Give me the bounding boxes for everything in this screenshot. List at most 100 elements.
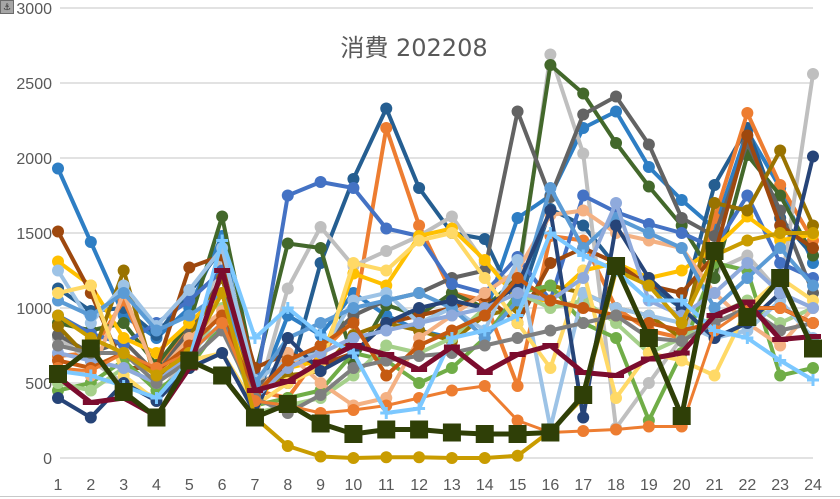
data-point[interactable] — [804, 339, 822, 358]
data-point[interactable] — [577, 219, 590, 232]
data-point[interactable] — [675, 317, 688, 329]
data-point[interactable] — [741, 189, 754, 202]
data-point[interactable] — [281, 189, 294, 202]
data-point[interactable] — [84, 384, 97, 397]
data-point[interactable] — [544, 324, 557, 337]
data-point[interactable] — [413, 339, 426, 352]
data-point[interactable] — [380, 122, 393, 134]
data-point[interactable] — [708, 287, 721, 299]
data-point[interactable] — [445, 278, 458, 290]
data-point[interactable] — [150, 324, 163, 337]
data-point[interactable] — [52, 255, 64, 268]
data-point[interactable] — [413, 451, 426, 464]
data-point[interactable] — [577, 302, 590, 314]
data-point[interactable] — [411, 367, 428, 372]
data-point[interactable] — [281, 282, 294, 295]
data-point[interactable] — [544, 204, 557, 217]
data-point[interactable] — [642, 420, 655, 433]
data-point[interactable] — [478, 233, 491, 245]
data-point[interactable] — [84, 411, 97, 424]
data-point[interactable] — [511, 414, 524, 427]
data-point[interactable] — [577, 87, 590, 100]
data-point[interactable] — [541, 423, 560, 442]
data-point[interactable] — [147, 408, 166, 427]
data-point[interactable] — [347, 452, 360, 464]
data-point[interactable] — [183, 261, 196, 274]
data-point[interactable] — [708, 302, 721, 314]
data-point[interactable] — [347, 317, 360, 329]
data-point[interactable] — [675, 335, 688, 347]
data-point[interactable] — [478, 324, 491, 337]
data-point[interactable] — [445, 324, 458, 337]
data-point[interactable] — [708, 369, 721, 382]
data-point[interactable] — [577, 317, 590, 329]
data-point[interactable] — [347, 347, 360, 359]
data-point[interactable] — [577, 272, 590, 284]
data-point[interactable] — [544, 227, 557, 239]
data-point[interactable] — [478, 287, 491, 299]
data-point[interactable] — [344, 425, 363, 443]
data-point[interactable] — [608, 373, 625, 378]
data-point[interactable] — [610, 90, 623, 103]
data-point[interactable] — [642, 377, 655, 389]
data-point[interactable] — [216, 234, 229, 247]
data-point[interactable] — [81, 339, 100, 358]
data-point[interactable] — [84, 279, 97, 292]
data-point[interactable] — [511, 449, 524, 462]
data-point[interactable] — [278, 395, 297, 413]
data-point[interactable] — [410, 420, 429, 439]
data-point[interactable] — [610, 309, 623, 322]
data-point[interactable] — [610, 219, 623, 232]
data-point[interactable] — [741, 204, 754, 217]
data-point[interactable] — [774, 354, 787, 367]
data-point[interactable] — [774, 369, 787, 382]
data-point[interactable] — [216, 317, 229, 329]
data-point[interactable] — [413, 287, 426, 299]
data-point[interactable] — [509, 352, 526, 357]
data-point[interactable] — [413, 377, 426, 389]
data-point[interactable] — [478, 452, 491, 464]
data-point[interactable] — [347, 257, 360, 269]
data-point[interactable] — [52, 287, 64, 299]
data-point[interactable] — [445, 309, 458, 322]
data-point[interactable] — [117, 347, 130, 359]
anchor-icon[interactable]: ⚓ — [0, 0, 14, 14]
data-point[interactable] — [279, 379, 296, 384]
data-point[interactable] — [575, 370, 592, 375]
data-point[interactable] — [117, 264, 130, 277]
data-point[interactable] — [807, 242, 819, 254]
data-point[interactable] — [314, 176, 327, 188]
data-point[interactable] — [610, 423, 623, 436]
data-point[interactable] — [413, 219, 426, 232]
data-point[interactable] — [84, 369, 97, 382]
data-point[interactable] — [445, 452, 458, 464]
data-point[interactable] — [708, 324, 721, 337]
data-point[interactable] — [741, 107, 754, 119]
data-point[interactable] — [807, 150, 819, 163]
data-point[interactable] — [774, 189, 787, 202]
data-point[interactable] — [216, 347, 229, 359]
data-point[interactable] — [511, 272, 524, 284]
data-point[interactable] — [281, 237, 294, 250]
data-point[interactable] — [445, 332, 458, 344]
data-point[interactable] — [610, 392, 623, 404]
data-point[interactable] — [380, 407, 393, 419]
data-point[interactable] — [49, 365, 67, 383]
data-point[interactable] — [377, 420, 396, 439]
data-point[interactable] — [117, 332, 130, 344]
data-point[interactable] — [413, 182, 426, 194]
data-point[interactable] — [216, 210, 229, 223]
data-point[interactable] — [577, 242, 590, 254]
data-point[interactable] — [380, 264, 393, 277]
data-point[interactable] — [345, 343, 362, 348]
data-point[interactable] — [347, 182, 360, 194]
data-point[interactable] — [314, 389, 327, 401]
data-point[interactable] — [347, 173, 360, 185]
data-point[interactable] — [445, 227, 458, 239]
data-point[interactable] — [214, 268, 231, 273]
data-point[interactable] — [84, 236, 97, 248]
data-point[interactable] — [445, 210, 458, 223]
data-point[interactable] — [213, 366, 232, 385]
data-point[interactable] — [248, 332, 261, 344]
data-point[interactable] — [443, 344, 460, 350]
